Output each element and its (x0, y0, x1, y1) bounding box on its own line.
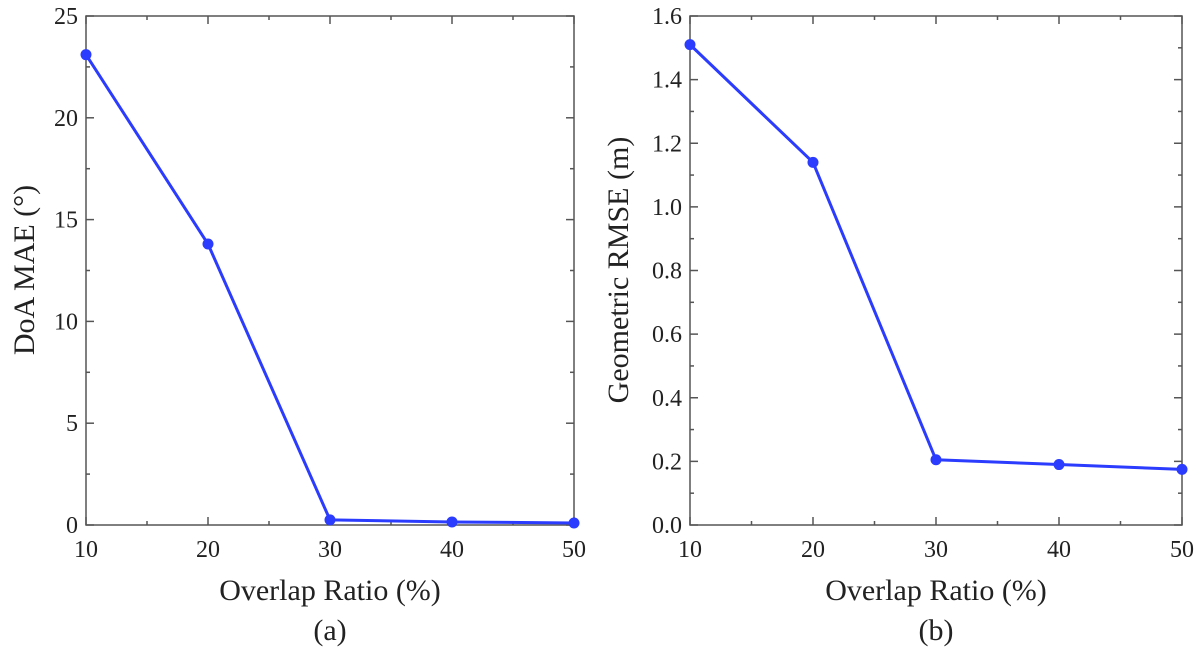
y-tick-label: 25 (54, 4, 78, 30)
y-tick-label: 0.8 (652, 259, 682, 285)
y-tick-label: 20 (54, 106, 78, 132)
data-point (684, 39, 696, 51)
plot-frame-a (85, 15, 575, 526)
y-axis-label-a: DoA MAE (°) (8, 185, 41, 355)
x-tick-label: 20 (196, 537, 220, 563)
x-tick-label: 10 (74, 537, 98, 563)
y-tick-label: 1.4 (652, 68, 682, 94)
panel-a: 10 20 30 40 50 0 5 10 15 20 25 Overlap Ratio (%) D… (8, 4, 586, 647)
series-points-a (80, 49, 580, 529)
data-point (807, 156, 819, 168)
series-points-b (684, 39, 1188, 475)
x-tick-label: 50 (1170, 537, 1194, 563)
series-line (688, 43, 1183, 471)
ticks-b: 10 20 30 40 50 0.0 0.2 0.4 0.6 0.8 1.0 1.2 1.4 1.6 (652, 4, 1194, 563)
x-axis-label-b: Overlap Ratio (%) (825, 574, 1047, 607)
caption-b: (b) (919, 614, 954, 647)
x-tick-label: 20 (801, 537, 825, 563)
series-line-b (688, 43, 1183, 471)
x-tick-label: 30 (924, 537, 948, 563)
caption-a: (a) (313, 614, 346, 647)
x-axis-label-a: Overlap Ratio (%) (219, 574, 441, 607)
y-tick-label: 5 (66, 411, 78, 437)
data-point (930, 454, 942, 466)
data-point (80, 49, 92, 61)
data-point (446, 516, 458, 528)
plot-frame-b (689, 15, 1183, 526)
y-tick-label: 1.2 (652, 131, 682, 157)
y-axis-label-b: Geometric RMSE (m) (602, 137, 635, 404)
data-point (1176, 463, 1188, 475)
y-tick-label: 0.6 (652, 322, 682, 348)
y-tick-label: 0.0 (652, 513, 682, 539)
x-tick-label: 10 (678, 537, 702, 563)
series-line (84, 53, 575, 525)
y-tick-label: 10 (54, 309, 78, 335)
ticks-a: 10 20 30 40 50 0 5 10 15 20 25 (54, 4, 586, 563)
x-tick-label: 50 (562, 537, 586, 563)
y-tick-label: 1.0 (652, 195, 682, 221)
y-tick-label: 15 (54, 208, 78, 234)
panel-b: 10 20 30 40 50 0.0 0.2 0.4 0.6 0.8 1.0 1.2 1.4 1.6 Ov… (602, 4, 1194, 647)
series-line-a (84, 53, 575, 525)
data-point (568, 517, 580, 529)
x-tick-label: 30 (318, 537, 342, 563)
y-tick-label: 0 (66, 513, 78, 539)
x-tick-label: 40 (1047, 537, 1071, 563)
x-tick-label: 40 (440, 537, 464, 563)
data-point (324, 514, 336, 526)
y-tick-label: 0.4 (652, 386, 682, 412)
data-point (1053, 459, 1065, 471)
y-tick-label: 1.6 (652, 4, 682, 30)
y-tick-label: 0.2 (652, 449, 682, 475)
data-point (202, 238, 214, 250)
